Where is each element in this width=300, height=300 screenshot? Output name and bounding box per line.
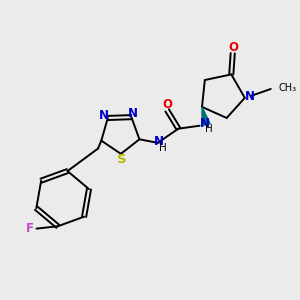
Text: H: H	[206, 124, 213, 134]
Text: N: N	[154, 136, 164, 148]
Text: N: N	[128, 107, 138, 120]
Text: CH₃: CH₃	[278, 82, 296, 92]
Text: O: O	[228, 41, 238, 54]
Text: H: H	[159, 143, 167, 153]
Polygon shape	[202, 107, 210, 125]
Text: N: N	[99, 109, 109, 122]
Text: O: O	[163, 98, 173, 111]
Text: N: N	[245, 90, 255, 103]
Text: N: N	[200, 118, 210, 130]
Text: F: F	[26, 222, 34, 235]
Text: S: S	[117, 153, 126, 166]
